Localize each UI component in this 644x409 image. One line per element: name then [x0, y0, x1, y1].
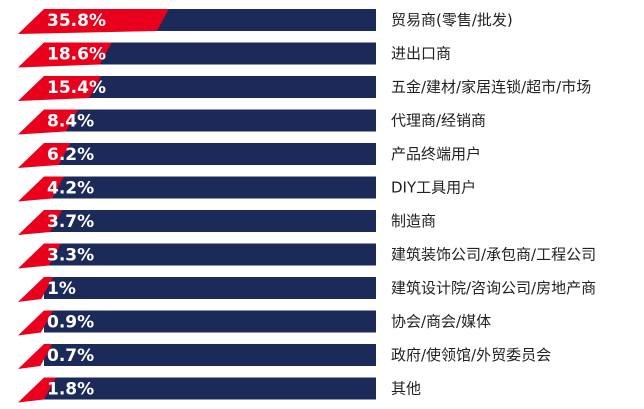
bar-value-label: 18.6%: [47, 45, 106, 65]
bar-value: [18, 9, 169, 34]
bar-value-label: 3.7%: [47, 212, 94, 232]
bar-value: [18, 42, 112, 68]
bar-value-label: 1%: [47, 279, 76, 299]
bar-value-label: 1.8%: [47, 380, 94, 400]
category-label: 建筑设计院/咨询公司/房地产商: [391, 279, 596, 297]
bar-remainder: [44, 210, 376, 232]
category-label: 其他: [391, 380, 421, 398]
category-label: 贸易商(零售/批发): [391, 11, 513, 29]
bar-remainder: [44, 344, 376, 366]
bar-remainder: [44, 176, 376, 199]
bars-layer: [18, 9, 376, 403]
bar-value: [18, 76, 102, 101]
bar-remainder: [44, 243, 376, 266]
bar-remainder: [44, 377, 376, 400]
bar-value-label: 3.3%: [47, 246, 94, 266]
category-label: 五金/建材/家居连锁/超市/市场: [391, 78, 591, 96]
bar-value-label: 0.7%: [47, 346, 94, 366]
bar-value-label: 6.2%: [47, 145, 94, 165]
bar-value: [18, 377, 56, 403]
bar-value: [18, 277, 54, 302]
category-label: 制造商: [391, 212, 436, 230]
bar-remainder: [44, 310, 376, 333]
labels-layer: 35.8% 贸易商(零售/批发) 18.6% 进出口商 15.4% 五金/建材/家居连锁/…: [47, 11, 596, 400]
bar-value-label: 35.8%: [47, 11, 106, 31]
bar-remainder: [44, 76, 376, 98]
bar-value: [18, 210, 63, 235]
bar-remainder: [44, 109, 376, 132]
category-label: 产品终端用户: [391, 145, 481, 163]
category-label: 进出口商: [391, 45, 451, 63]
bar-value: [18, 310, 53, 336]
bar-value-label: 15.4%: [47, 78, 106, 98]
bar-value-label: 8.4%: [47, 112, 94, 132]
bar-remainder: [44, 42, 376, 65]
bar-value-label: 0.9%: [47, 313, 94, 333]
bar-value-label: 4.2%: [47, 179, 94, 199]
bar-value: [18, 143, 71, 168]
category-label: 代理商/经销商: [391, 112, 486, 130]
category-label: 建筑装饰公司/承包商/工程公司: [391, 246, 596, 264]
category-label: 协会/商会/媒体: [391, 313, 491, 331]
bar-value: [18, 109, 78, 135]
category-label: DIY工具用户: [391, 179, 476, 197]
bar-value: [18, 243, 61, 269]
bar-remainder: [44, 277, 376, 299]
bar-value: [18, 176, 64, 202]
bar-value: [18, 344, 53, 369]
bar-remainder: [44, 143, 376, 165]
category-label: 政府/使领馆/外贸委员会: [391, 346, 551, 364]
